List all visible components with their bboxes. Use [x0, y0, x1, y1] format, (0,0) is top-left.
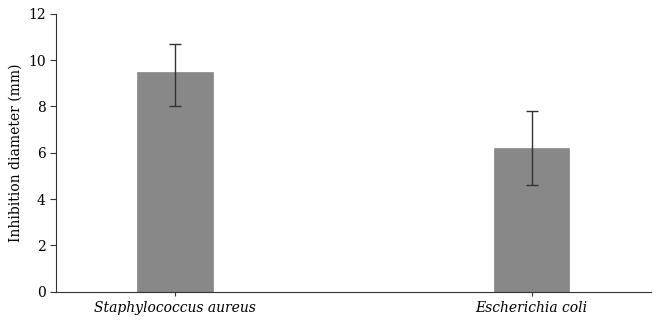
Bar — [137, 72, 213, 292]
Bar — [494, 148, 569, 292]
Y-axis label: Inhibition diameter (mm): Inhibition diameter (mm) — [9, 64, 22, 242]
